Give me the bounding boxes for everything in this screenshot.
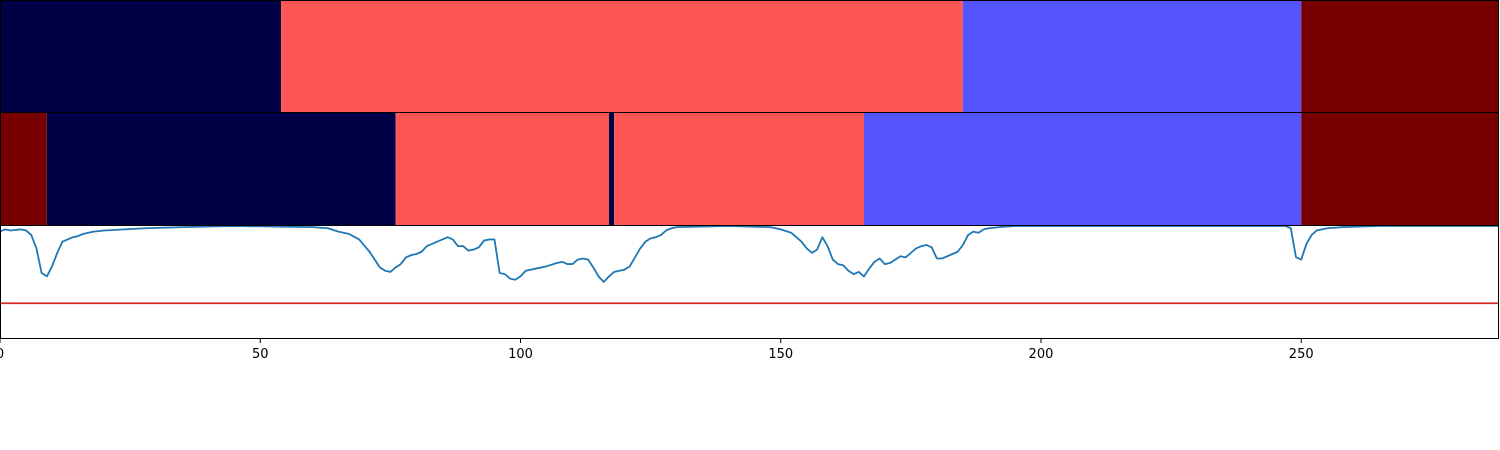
- series-line: [0, 225, 1499, 283]
- line-panel: [0, 225, 1499, 305]
- track-2: [0, 113, 1499, 225]
- segment-bar: [0, 1, 282, 112]
- segment-bar: [1301, 1, 1499, 112]
- x-tick-label: 200: [1029, 347, 1054, 362]
- x-tick-label: 250: [1289, 347, 1314, 362]
- segment-bar: [614, 113, 865, 225]
- x-tick-label: 50: [252, 347, 269, 362]
- segment-bar: [0, 113, 47, 225]
- segment-bar: [281, 1, 963, 112]
- x-axis: 0 50 100 150 200 250: [0, 338, 1314, 362]
- panel-frame-3: [0, 225, 1499, 339]
- segment-bar: [46, 113, 396, 225]
- segment-tracks: [0, 1, 1499, 225]
- segment-bar: [1301, 113, 1499, 225]
- track-1: [0, 1, 1499, 112]
- x-tick-label: 100: [508, 347, 533, 362]
- segment-bar: [395, 113, 609, 225]
- segment-bar: [962, 1, 1302, 112]
- x-tick-label: 150: [768, 347, 793, 362]
- segment-bar: [864, 113, 1302, 225]
- x-tick-label: 0: [0, 347, 4, 362]
- panel-frames: [0, 0, 1499, 339]
- segment-bar: [608, 113, 615, 225]
